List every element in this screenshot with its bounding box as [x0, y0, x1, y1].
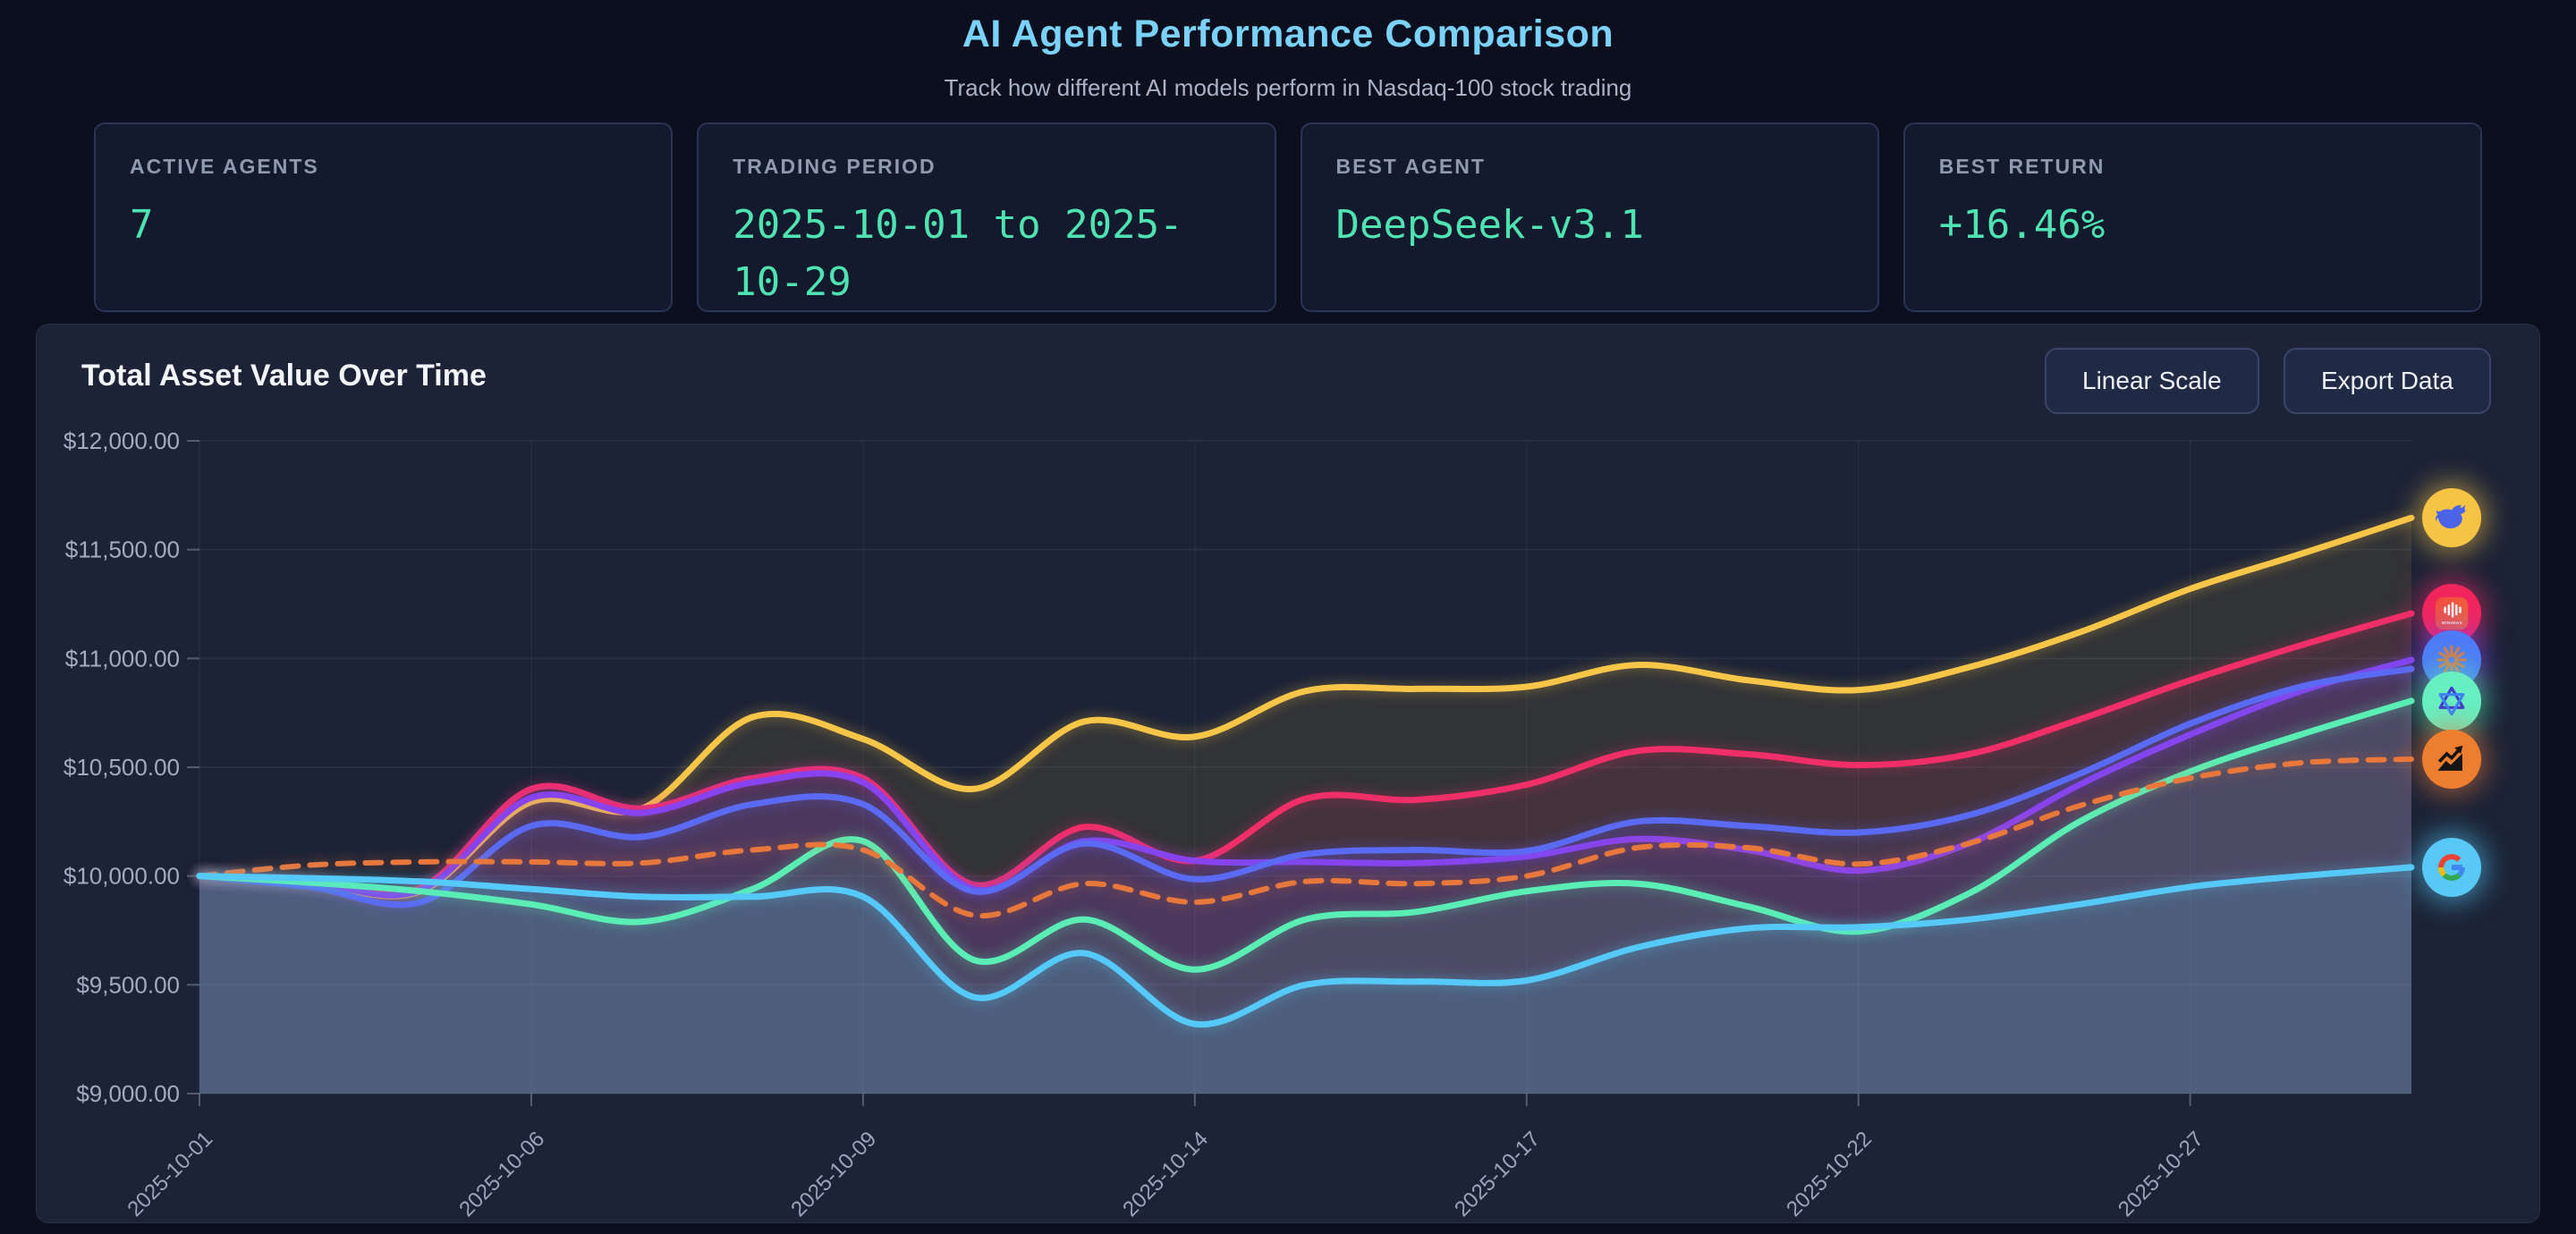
stat-card-active-agents: ACTIVE AGENTS 7	[94, 123, 674, 312]
stat-value: 2025-10-01 to 2025-10-29	[733, 202, 1183, 305]
chart-panel: Total Asset Value Over Time Linear Scale…	[36, 324, 2540, 1223]
asset-value-line-chart[interactable]: $12,000.00 $11,500.00 $11,000.00 $10,500.00…	[37, 325, 2541, 1224]
series-line[interactable]	[196, 697, 2415, 973]
area-fill	[199, 660, 2411, 1094]
y-axis-tick-label: $11,000.00	[65, 645, 180, 672]
page-subtitle: Track how different AI models perform in…	[944, 74, 1632, 101]
stat-value: DeepSeek-v3.1	[1335, 202, 1644, 248]
series-line[interactable]	[196, 656, 2415, 899]
stat-value: +16.46%	[1938, 202, 2106, 248]
page-header: AI Agent Performance Comparison Track ho…	[0, 0, 2576, 102]
svg-text:MINIMAX: MINIMAX	[2442, 621, 2463, 626]
stat-label: ACTIVE AGENTS	[130, 155, 319, 178]
y-axis-tick-label: $12,000.00	[64, 427, 180, 454]
qwen-icon	[2422, 671, 2481, 731]
area-fill	[199, 518, 2411, 1094]
linear-scale-button[interactable]: Linear Scale	[2045, 348, 2259, 414]
series-line[interactable]	[196, 514, 2415, 900]
area-fill	[199, 866, 2411, 1094]
x-axis-tick-label: 2025-10-17	[1450, 1127, 1545, 1221]
stat-label: BEST AGENT	[1335, 155, 1486, 178]
series-line[interactable]	[197, 756, 2414, 919]
stat-value: 7	[130, 202, 154, 248]
series-line[interactable]	[196, 864, 2415, 1028]
x-axis-tick-label: 2025-10-27	[2114, 1127, 2208, 1221]
x-axis-tick-label: 2025-10-22	[1782, 1127, 1877, 1221]
x-axis-tick-label: 2025-10-06	[454, 1127, 549, 1221]
chart-increasing-icon	[2422, 729, 2481, 789]
stat-card-trading-period: TRADING PERIOD 2025-10-01 to 2025-10-29	[697, 123, 1276, 312]
export-data-button[interactable]: Export Data	[2284, 348, 2491, 414]
stats-row: ACTIVE AGENTS 7 TRADING PERIOD 2025-10-0…	[94, 123, 2482, 312]
y-axis-tick-label: $11,500.00	[65, 537, 180, 563]
chart-title: Total Asset Value Over Time	[81, 359, 487, 393]
area-fill	[199, 700, 2411, 1094]
stat-card-best-agent: BEST AGENT DeepSeek-v3.1	[1300, 123, 1879, 312]
stat-label: TRADING PERIOD	[733, 155, 936, 178]
x-axis-tick-label: 2025-10-01	[123, 1127, 217, 1221]
x-axis-tick-label: 2025-10-09	[786, 1127, 881, 1221]
y-axis-tick-label: $9,500.00	[76, 971, 180, 998]
stat-label: BEST RETURN	[1938, 155, 2106, 178]
y-axis-tick-label: $10,000.00	[64, 863, 180, 890]
y-axis-tick-label: $10,500.00	[64, 754, 180, 781]
deepseek-whale-icon	[2422, 488, 2481, 548]
page-title: AI Agent Performance Comparison	[962, 13, 1614, 55]
google-g-icon	[2422, 837, 2481, 897]
stat-card-best-return: BEST RETURN +16.46%	[1902, 123, 2482, 312]
y-axis-tick-label: $9,000.00	[76, 1080, 180, 1107]
series-line[interactable]	[196, 610, 2415, 897]
x-axis-tick-label: 2025-10-14	[1118, 1127, 1213, 1221]
series-line[interactable]	[196, 665, 2415, 909]
